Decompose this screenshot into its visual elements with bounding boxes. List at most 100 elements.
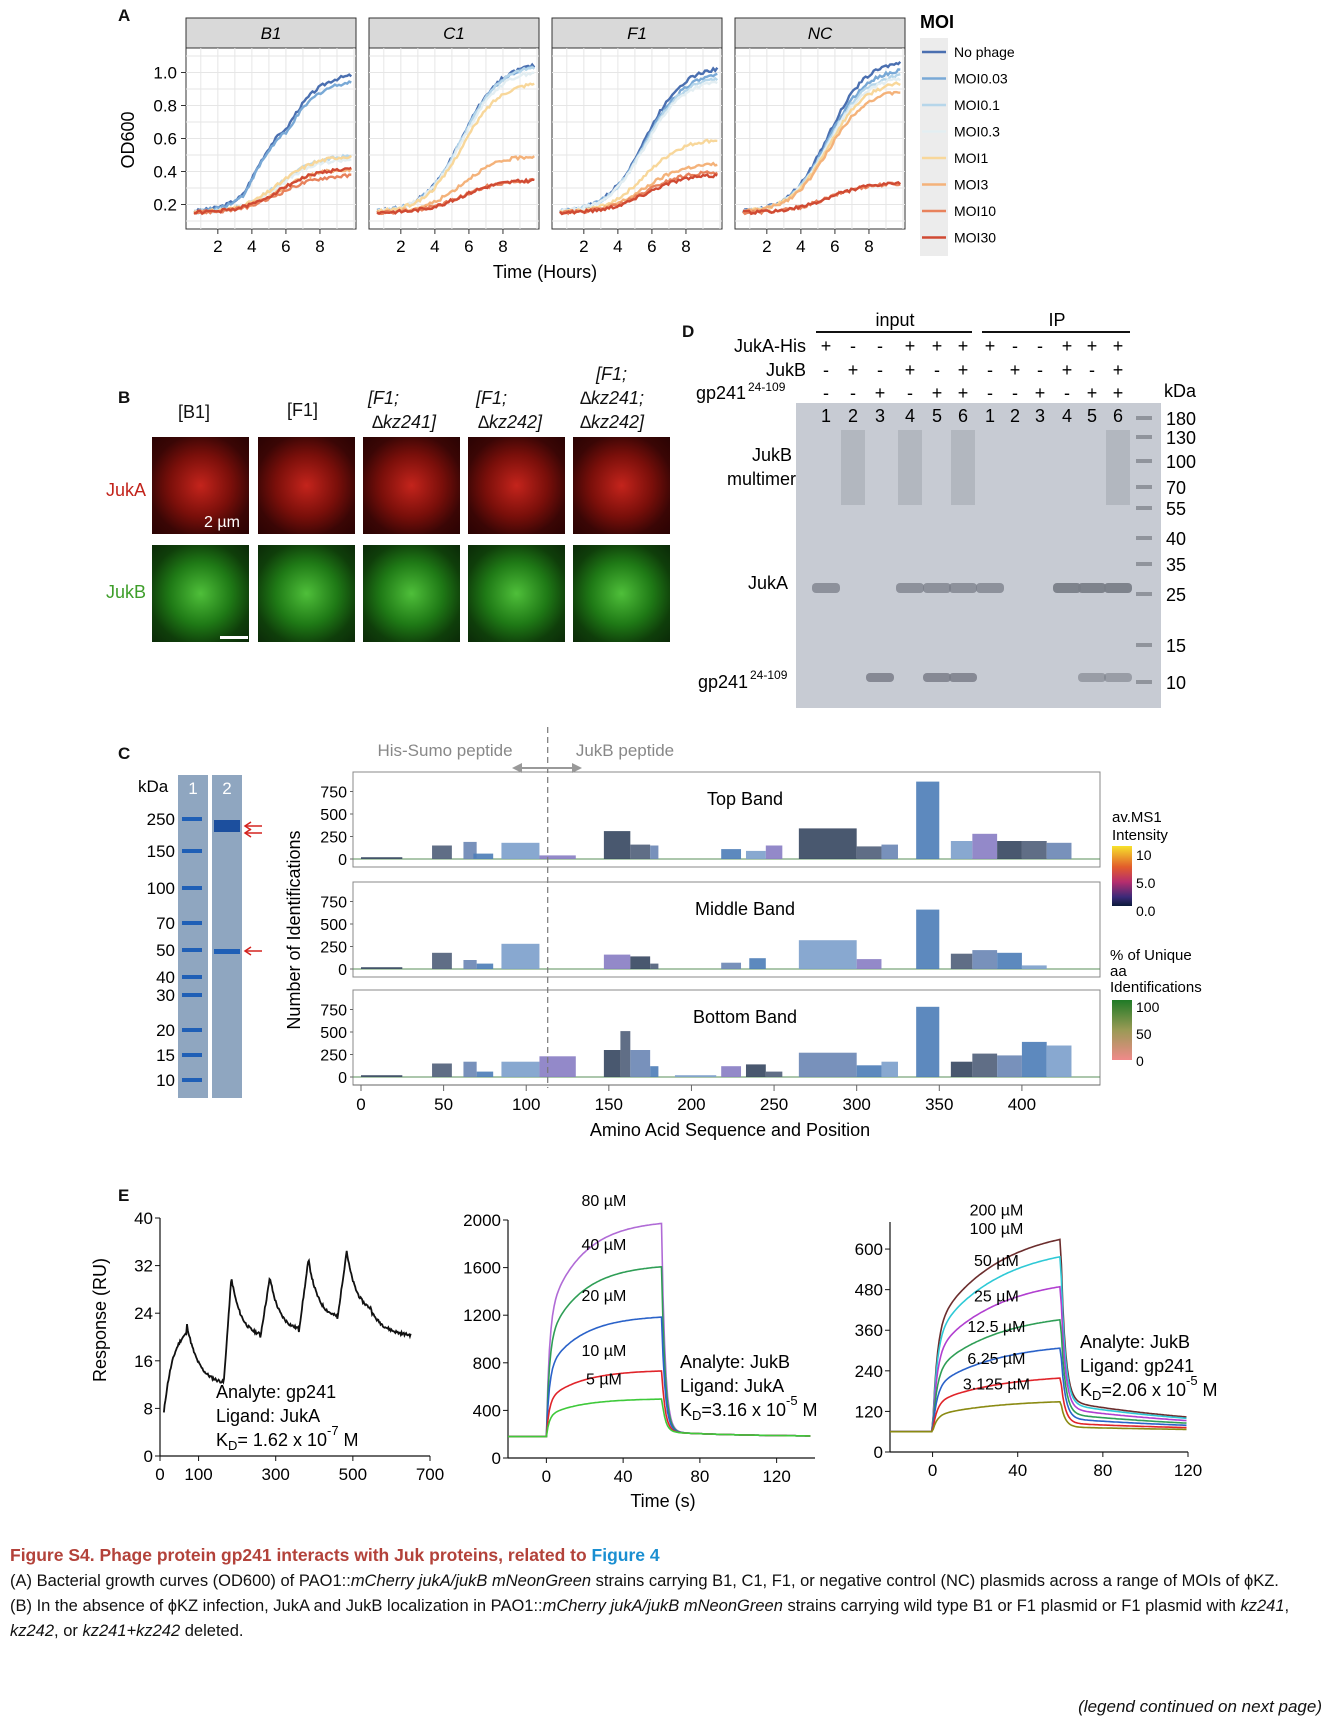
kda-label: kDa [1164, 381, 1197, 401]
ms-bar [765, 845, 783, 859]
x-tick-label: 8 [681, 237, 690, 256]
facet-label: F1 [627, 24, 647, 43]
gel-marker-band [182, 975, 202, 979]
caption-part-a: (A) Bacterial growth curves (OD600) of P… [10, 1572, 1279, 1590]
ms-band-label: Top Band [707, 789, 783, 809]
sign: + [1087, 383, 1098, 403]
panel-a-letter: A [118, 6, 131, 25]
ms-bar [620, 1031, 631, 1077]
legend-unique-bar [1112, 1000, 1132, 1060]
spr2-conc-label: 80 µM [582, 1193, 627, 1210]
ms-x-tick-label: 400 [1008, 1095, 1036, 1114]
ip-marker-label: 25 [1166, 585, 1186, 605]
band-label-gp241-sup: 24-109 [750, 668, 788, 682]
gel-marker-label: 250 [147, 810, 175, 829]
col-label-f1-dd-a: [F1; [596, 364, 628, 384]
gel-lane-label: 2 [222, 779, 231, 798]
ms-bar [650, 1066, 659, 1077]
x-tick-label: 2 [213, 237, 222, 256]
gel-marker-band [182, 849, 202, 853]
legend-unique-title: Identifications [1110, 979, 1202, 996]
region-label-his-sumo: His-Sumo peptide [377, 741, 512, 760]
ms-bar [916, 781, 940, 859]
scale-bar-2 [220, 636, 248, 639]
legend-entry: MOI3 [954, 177, 988, 193]
ms-bar [1046, 842, 1072, 859]
panel-c-letter: C [118, 744, 131, 763]
ms-bar [721, 962, 742, 969]
lane-number: 1 [985, 406, 995, 426]
legend-entry: MOI10 [954, 203, 996, 219]
ip-marker-label: 55 [1166, 499, 1186, 519]
sign: + [1035, 383, 1046, 403]
spr1-x-tick-label: 500 [339, 1465, 367, 1484]
ip-marker-band [1136, 506, 1152, 510]
ms-y-tick-label: 0 [338, 1070, 347, 1087]
spr2-x-tick-label: 0 [542, 1467, 551, 1486]
ms-bar [749, 958, 766, 969]
sign: - [1012, 383, 1018, 403]
legend-entry: MOI30 [954, 230, 996, 246]
row-label-jukb: JukB [106, 582, 147, 602]
ip-marker-band [1136, 680, 1152, 684]
ms-bar [798, 1052, 857, 1077]
spr2-conc-label: 20 µM [582, 1288, 627, 1305]
growth-curve-moi0.3 [560, 80, 718, 213]
ms-x-tick-label: 50 [434, 1095, 453, 1114]
col-label-b1: [B1] [178, 402, 211, 422]
gel-marker-band [182, 1053, 202, 1057]
ms-bar [501, 1061, 540, 1077]
sign: + [1113, 336, 1124, 356]
spr2-x-tick-label: 120 [762, 1467, 790, 1486]
ms-bar [856, 846, 882, 859]
spr-x-axis-label: Time (s) [630, 1491, 695, 1511]
spr3-curve [890, 1318, 1187, 1433]
ms-bar [972, 1053, 998, 1077]
gel-marker-band [182, 948, 202, 952]
spr3-curve [890, 1401, 1187, 1433]
lane-number: 6 [958, 406, 968, 426]
spr3-conc-label: 3.125 µM [963, 1377, 1030, 1394]
spr1-y-tick-label: 40 [134, 1209, 153, 1228]
juka-band [812, 583, 840, 593]
lane-number: 5 [1087, 406, 1097, 426]
ms-bar [765, 1071, 783, 1077]
gel-marker-label: 100 [147, 879, 175, 898]
gel-kda-label: kDa [138, 777, 169, 796]
spr1-kd-part: = 1.62 x 10 [237, 1430, 327, 1450]
figure-4-link[interactable]: Figure 4 [591, 1545, 660, 1565]
spr3-kd-part: -5 [1186, 1373, 1198, 1388]
ms-bar [539, 1056, 576, 1077]
gel-marker-label: 10 [156, 1071, 175, 1090]
ms-x-tick-label: 150 [595, 1095, 623, 1114]
spr3-kd: KD=2.06 x 10-5 M [1080, 1373, 1218, 1403]
x-tick-label: 8 [864, 237, 873, 256]
y-tick-label: 0.6 [153, 130, 177, 149]
spr2-conc-label: 10 µM [582, 1343, 627, 1360]
x-tick-label: 6 [830, 237, 839, 256]
juka-band [1053, 583, 1081, 593]
col-label-f1-dd-c: ∆kz242] [580, 412, 645, 432]
spr2-kd-part: K [680, 1400, 692, 1420]
ms-bar [1046, 1045, 1072, 1077]
caption-title: Figure S4. Phage protein gp241 interacts… [10, 1545, 660, 1565]
legend-ms1-tick: 5.0 [1136, 875, 1156, 891]
legend-entry: MOI0.03 [954, 71, 1008, 87]
sign: + [958, 383, 969, 403]
region-arrow-right-head [572, 763, 582, 773]
jukb-multimer-smear [841, 430, 865, 505]
ms-bar [721, 1066, 742, 1077]
facet-strip [734, 17, 906, 49]
spr1-sensorgram [163, 1250, 412, 1413]
micrograph-juka-f1-dd [573, 437, 670, 534]
ms-bar [501, 943, 540, 969]
ms-bar [650, 845, 659, 859]
spr2-y-tick-label: 400 [473, 1401, 501, 1420]
ms-bar [950, 841, 973, 859]
juka-band [976, 583, 1004, 593]
ms-bar [473, 853, 494, 859]
sign: - [1037, 360, 1043, 380]
